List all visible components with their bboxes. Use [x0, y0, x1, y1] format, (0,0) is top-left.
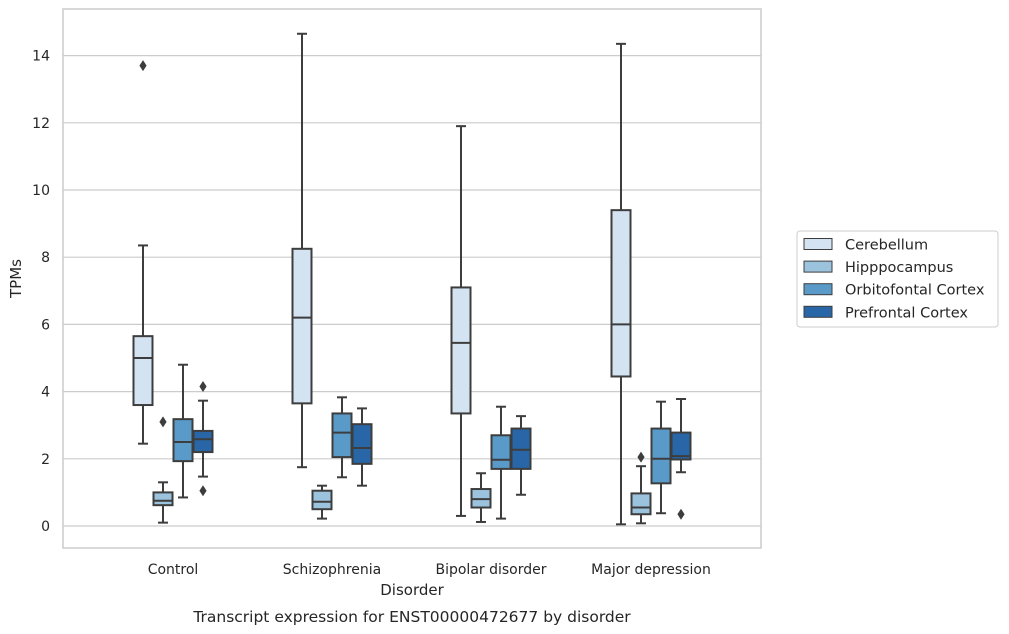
outlier-point	[637, 451, 645, 463]
y-tick-labels: 0 2 4 6 8 10 12 14	[32, 49, 50, 535]
x-tick-label: Major depression	[591, 562, 711, 578]
iqr-box	[152, 491, 174, 507]
legend-frame	[796, 230, 999, 328]
iqr-box	[450, 286, 472, 415]
box-cerebellum	[132, 60, 154, 445]
iqr-box	[650, 427, 672, 485]
legend: Cerebellum Hipppocampus Orbitofontal Corte…	[796, 230, 999, 328]
box-prefrontal-cortex	[192, 381, 214, 497]
y-tick-label: 10	[32, 183, 50, 199]
box-hipppocampus	[152, 416, 174, 524]
outlier-point	[139, 60, 147, 72]
box-cerebellum	[291, 32, 313, 469]
legend-swatch	[803, 305, 833, 318]
y-axis-label: TPMs	[7, 259, 25, 299]
box-cerebellum	[610, 42, 632, 526]
y-tick-label: 8	[41, 250, 50, 266]
iqr-box	[351, 423, 373, 465]
y-tick-label: 4	[41, 385, 50, 401]
y-tick-label: 0	[41, 519, 50, 535]
x-axis-label: Disorder	[380, 581, 444, 599]
legend-swatch	[803, 238, 833, 250]
legend-label: Hipppocampus	[845, 260, 953, 276]
boxes	[132, 32, 692, 526]
chart-caption: Transcript expression for ENST0000047267…	[192, 608, 631, 626]
legend-swatch	[803, 283, 833, 296]
box-hipppocampus	[311, 484, 333, 520]
box-orbitofontal-cortex	[650, 400, 672, 515]
iqr-box	[630, 492, 652, 516]
box-orbitofontal-cortex	[331, 396, 353, 479]
outlier-point	[159, 416, 167, 428]
iqr-box	[670, 431, 692, 461]
iqr-box	[172, 418, 194, 463]
box-orbitofontal-cortex	[490, 405, 512, 520]
x-tick-labels: Control Schizophrenia Bipolar disorder Majo…	[148, 562, 711, 578]
iqr-box	[610, 209, 632, 378]
x-tick-label: Schizophrenia	[283, 562, 381, 578]
y-tick-label: 6	[41, 317, 50, 333]
iqr-box	[132, 335, 154, 407]
iqr-box	[510, 427, 532, 470]
box-orbitofontal-cortex	[172, 363, 194, 499]
outlier-point	[199, 381, 207, 393]
box-prefrontal-cortex	[510, 415, 532, 496]
iqr-box	[490, 434, 512, 470]
iqr-box	[311, 489, 333, 511]
y-tick-label: 2	[41, 452, 50, 468]
legend-swatch	[803, 260, 833, 273]
legend-label: Prefrontal Cortex	[845, 305, 968, 321]
legend-label: Cerebellum	[845, 238, 928, 254]
y-tick-label: 14	[32, 49, 50, 65]
x-tick-label: Control	[148, 562, 199, 578]
x-tick-label: Bipolar disorder	[435, 562, 546, 578]
outlier-point	[677, 508, 685, 520]
box-prefrontal-cortex	[670, 397, 692, 520]
box-cerebellum	[450, 125, 472, 517]
outlier-point	[199, 485, 207, 497]
iqr-box	[331, 412, 353, 459]
iqr-box	[192, 429, 214, 454]
box-hipppocampus	[470, 472, 492, 523]
legend-label: Orbitofontal Cortex	[845, 283, 985, 299]
box-hipppocampus	[630, 451, 652, 525]
y-tick-label: 12	[32, 116, 50, 132]
iqr-box	[291, 247, 313, 405]
plot-frame	[62, 8, 762, 549]
box-prefrontal-cortex	[351, 407, 373, 487]
